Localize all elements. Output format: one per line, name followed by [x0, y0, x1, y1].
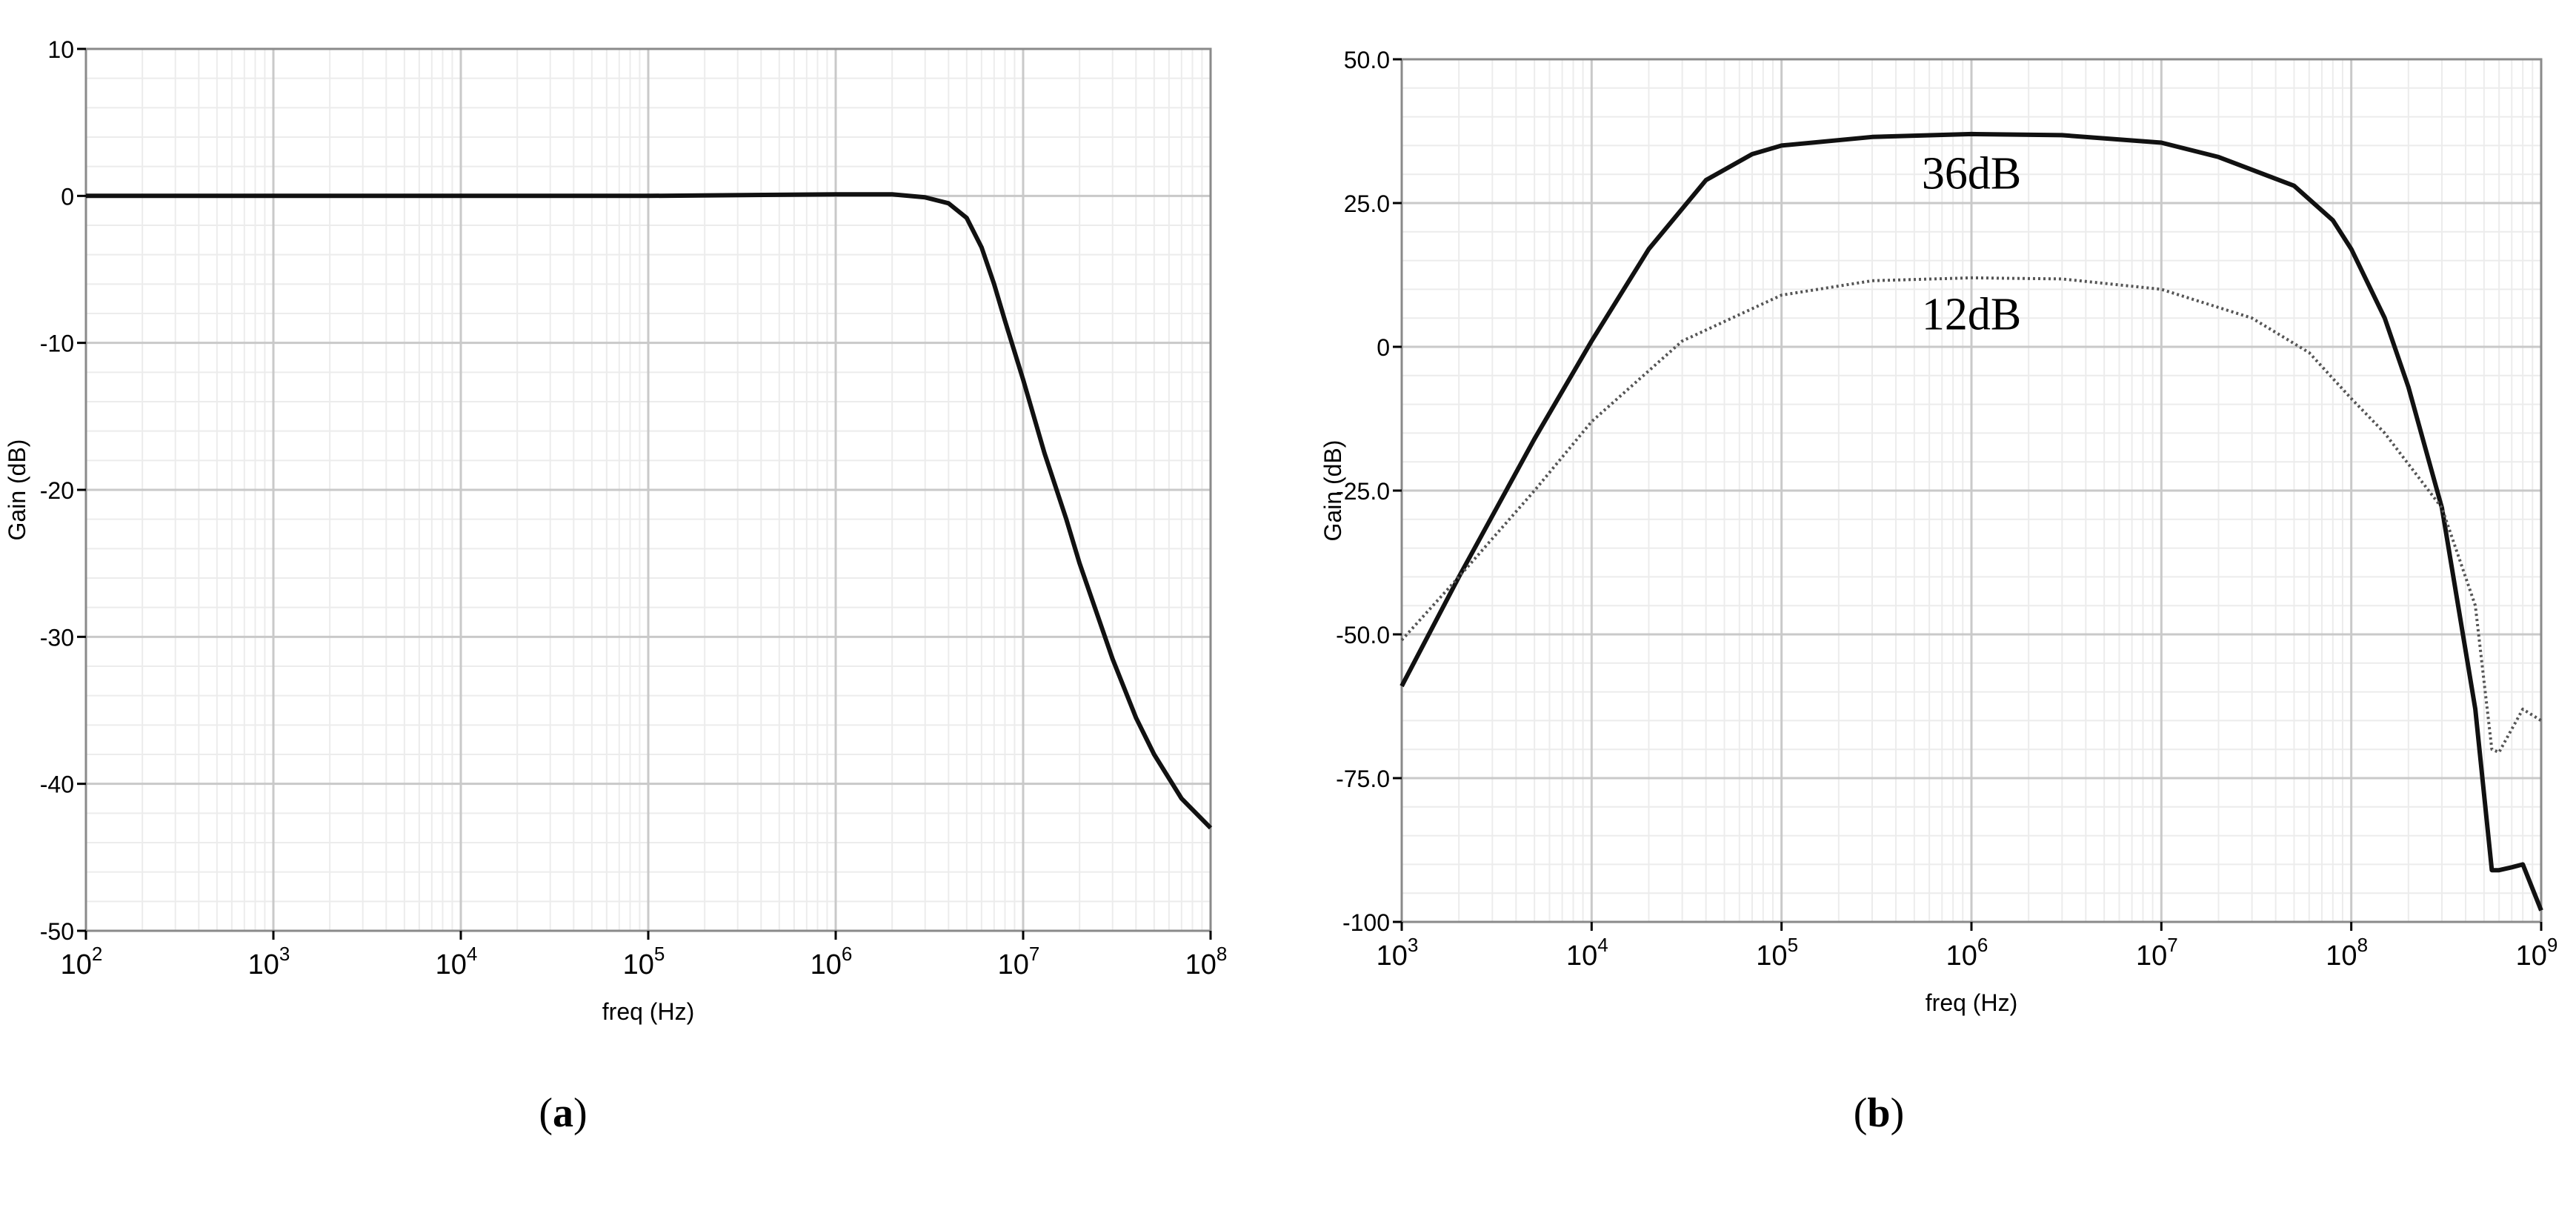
axis-ticks — [1393, 58, 2543, 931]
x-tick-base: 10 — [1946, 940, 1977, 972]
y-tick-label: -40 — [40, 771, 74, 798]
axis-ticks — [77, 47, 1212, 940]
x-tick-exponent: 8 — [2357, 934, 2368, 956]
x-tick-base: 10 — [2136, 940, 2167, 972]
x-tick-base: 10 — [61, 949, 92, 980]
x-tick-label: 107 — [998, 943, 1040, 980]
panel-caption-b: (b) — [1853, 1090, 1905, 1136]
x-tick-base: 10 — [1185, 949, 1217, 980]
y-tick-label: -20 — [40, 477, 74, 504]
y-tick-label: 0 — [61, 183, 74, 210]
x-tick-label: 107 — [2136, 934, 2178, 972]
x-axis-label: freq (Hz) — [602, 998, 694, 1025]
x-tick-label: 109 — [2516, 934, 2558, 972]
y-tick-label: -100 — [1342, 909, 1390, 936]
x-tick-base: 10 — [811, 949, 842, 980]
x-tick-exponent: 5 — [654, 943, 665, 965]
y-tick-label: -30 — [40, 624, 74, 651]
y-tick-label: 0 — [1377, 334, 1390, 361]
y-tick-label: -50 — [40, 918, 74, 945]
annotation-label: 12dB — [1922, 290, 2021, 340]
x-tick-exponent: 3 — [1408, 934, 1418, 956]
x-tick-base: 10 — [1756, 940, 1787, 972]
y-axis-label: Gain (dB) — [1319, 440, 1346, 542]
panel-label-a: a — [553, 1090, 573, 1136]
x-tick-base: 10 — [2516, 940, 2547, 972]
x-tick-exponent: 5 — [1788, 934, 1798, 956]
x-tick-base: 10 — [248, 949, 279, 980]
y-axis-label: Gain (dB) — [4, 439, 30, 541]
x-tick-base: 10 — [1377, 940, 1408, 972]
x-tick-exponent: 4 — [467, 943, 477, 965]
y-tick-label: -75.0 — [1336, 766, 1390, 792]
x-tick-base: 10 — [998, 949, 1029, 980]
x-axis-label: freq (Hz) — [1926, 989, 2017, 1016]
x-tick-exponent: 9 — [2547, 934, 2557, 956]
x-tick-exponent: 3 — [279, 943, 290, 965]
y-tick-label: 25.0 — [1344, 190, 1390, 217]
x-tick-label: 106 — [1946, 934, 1988, 972]
x-tick-label: 104 — [1566, 934, 1608, 972]
y-tick-label: -10 — [40, 331, 74, 357]
y-tick-label: -25.0 — [1336, 478, 1390, 505]
annotation-label: 36dB — [1922, 149, 2021, 199]
y-tick-label: 10 — [47, 36, 74, 63]
y-tick-label: -50.0 — [1336, 622, 1390, 648]
x-tick-exponent: 2 — [92, 943, 102, 965]
series-line-1 — [86, 192, 1213, 830]
x-tick-exponent: 6 — [842, 943, 852, 965]
x-tick-label: 108 — [1185, 943, 1228, 980]
panel-caption-a: (a) — [539, 1090, 588, 1136]
x-tick-exponent: 7 — [2167, 934, 2177, 956]
x-tick-label: 105 — [623, 943, 665, 980]
series-line-1 — [1400, 131, 2543, 912]
series-line-2 — [1400, 276, 2543, 754]
x-tick-base: 10 — [1566, 940, 1597, 972]
y-tick-label: 50.0 — [1344, 47, 1390, 73]
x-tick-label: 103 — [248, 943, 290, 980]
x-tick-label: 105 — [1756, 934, 1798, 972]
x-tick-base: 10 — [623, 949, 654, 980]
x-tick-base: 10 — [436, 949, 467, 980]
x-tick-exponent: 8 — [1217, 943, 1227, 965]
x-tick-exponent: 4 — [1597, 934, 1608, 956]
x-tick-exponent: 7 — [1029, 943, 1039, 965]
x-tick-label: 106 — [811, 943, 853, 980]
x-tick-base: 10 — [2326, 940, 2357, 972]
panel-label-b: b — [1867, 1090, 1891, 1136]
x-tick-label: 102 — [61, 943, 103, 980]
x-tick-exponent: 6 — [1977, 934, 1988, 956]
x-tick-label: 104 — [436, 943, 478, 980]
x-tick-label: 108 — [2326, 934, 2368, 972]
x-tick-label: 103 — [1377, 934, 1419, 972]
